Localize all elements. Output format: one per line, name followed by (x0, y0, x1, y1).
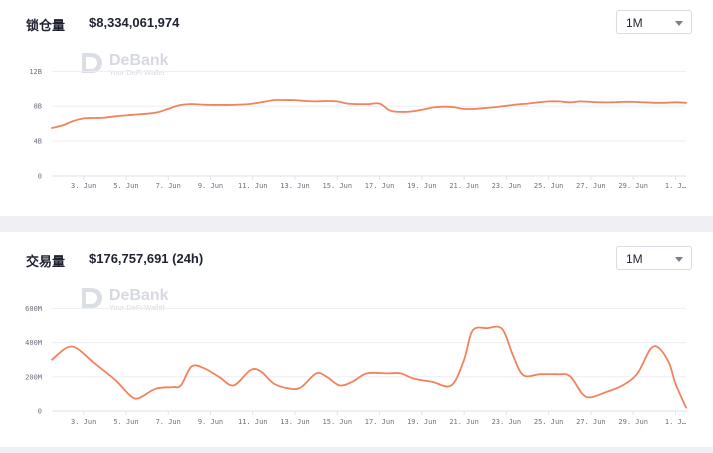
y-tick-label: 4B (34, 138, 42, 146)
x-tick-label: 3. Jun (71, 182, 96, 190)
x-tick-label: 29. Jun (618, 418, 648, 426)
tvl-period-label: 1M (626, 16, 643, 30)
y-tick-label: 0 (38, 408, 42, 416)
x-tick-label: 17. Jun (365, 182, 395, 190)
debank-logo-icon (82, 53, 102, 73)
x-tick-label: 7. Jun (156, 418, 181, 426)
x-tick-label: 5. Jun (113, 182, 138, 190)
chevron-down-icon (675, 257, 683, 262)
x-tick-label: 15. Jun (323, 418, 353, 426)
x-tick-label: 1. J… (665, 182, 686, 190)
volume-panel: 交易量 $176,757,691 (24h) 1M DeBank Your DeF… (0, 232, 713, 453)
x-tick-label: 11. Jun (238, 418, 268, 426)
x-tick-label: 9. Jun (198, 182, 223, 190)
x-tick-label: 23. Jun (492, 418, 522, 426)
watermark-tagline: Your DeFi Wallet (109, 68, 166, 77)
series-line-volume (51, 325, 687, 409)
y-tick-label: 0 (38, 173, 42, 181)
x-tick-label: 3. Jun (71, 418, 96, 426)
x-tick-label: 21. Jun (449, 182, 479, 190)
x-tick-label: 19. Jun (407, 418, 437, 426)
y-tick-label: 12B (29, 68, 42, 76)
x-tick-label: 29. Jun (618, 182, 648, 190)
y-tick-label: 400M (25, 339, 42, 347)
tvl-title: 锁仓量 (26, 18, 66, 33)
x-tick-label: 23. Jun (492, 182, 522, 190)
x-tick-label: 5. Jun (113, 418, 138, 426)
bottom-separator (0, 447, 713, 453)
x-tick-label: 25. Jun (534, 418, 564, 426)
x-tick-label: 25. Jun (534, 182, 564, 190)
x-tick-label: 17. Jun (365, 418, 395, 426)
x-tick-label: 13. Jun (280, 418, 310, 426)
section-separator (0, 216, 713, 232)
volume-value: $176,757,691 (24h) (89, 251, 204, 266)
x-tick-label: 7. Jun (156, 182, 181, 190)
x-tick-label: 9. Jun (198, 418, 223, 426)
x-tick-label: 27. Jun (576, 182, 606, 190)
watermark-brand: DeBank (109, 52, 169, 69)
x-tick-label: 27. Jun (576, 418, 606, 426)
chevron-down-icon (675, 21, 683, 26)
tvl-period-select[interactable]: 1M (616, 10, 692, 34)
volume-period-label: 1M (626, 252, 643, 266)
x-tick-label: 15. Jun (323, 182, 353, 190)
tvl-value: $8,334,061,974 (89, 15, 180, 30)
x-tick-label: 1. J… (665, 418, 686, 426)
y-tick-label: 600M (25, 305, 42, 313)
volume-title: 交易量 (26, 254, 66, 269)
x-tick-label: 19. Jun (407, 182, 437, 190)
x-tick-label: 21. Jun (449, 418, 479, 426)
debank-logo-icon (82, 288, 102, 308)
y-tick-label: 8B (34, 103, 42, 111)
series-line-tvl (51, 99, 687, 129)
tvl-panel: 锁仓量 $8,334,061,974 1M DeBank Your DeFi Wa… (0, 0, 713, 216)
x-tick-label: 13. Jun (280, 182, 310, 190)
volume-period-select[interactable]: 1M (616, 246, 692, 270)
watermark-brand: DeBank (109, 287, 169, 304)
watermark-tagline: Your DeFi Wallet (109, 303, 166, 312)
y-tick-label: 200M (25, 373, 42, 381)
x-tick-label: 11. Jun (238, 182, 268, 190)
